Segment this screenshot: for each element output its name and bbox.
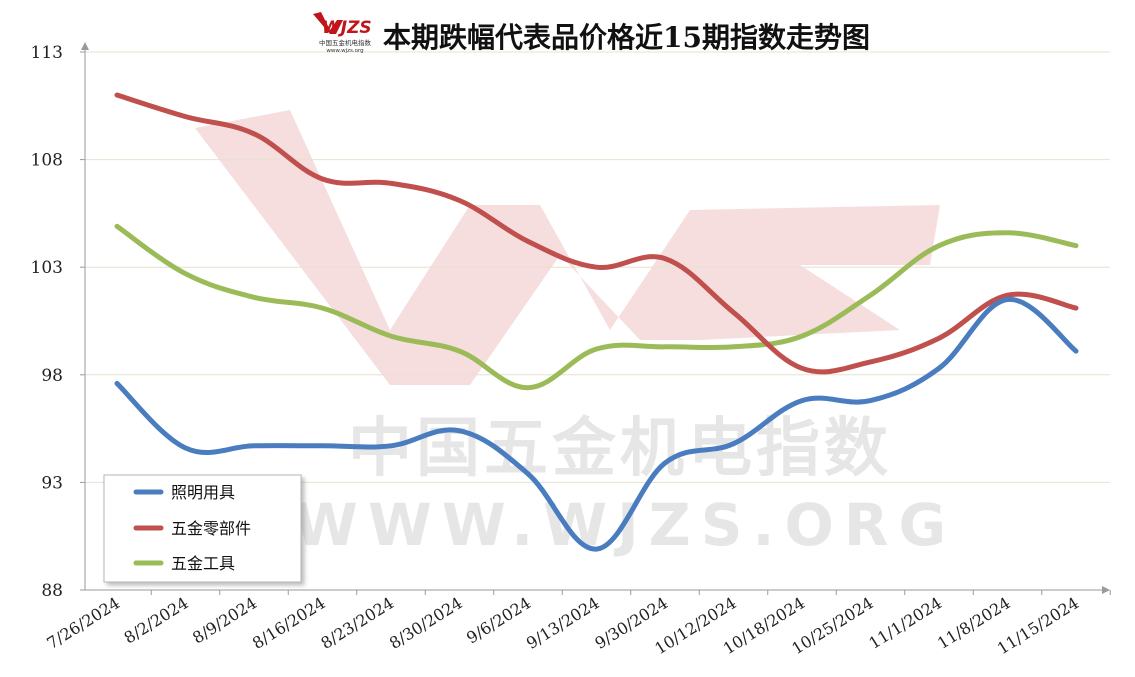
x-tick-label: 8/2/2024	[121, 593, 192, 647]
logo-subtext: 中国五金机电指数	[319, 38, 372, 47]
x-tick-label: 8/23/2024	[317, 593, 397, 653]
y-tick-label: 98	[41, 366, 63, 386]
y-tick-label: 93	[41, 473, 63, 493]
legend-label-series-3: 五金工具	[171, 554, 235, 573]
y-tick-label: 113	[31, 43, 63, 63]
watermark-url-text: WWW.WJZS.ORG	[294, 491, 956, 559]
logo-check-mark	[313, 12, 343, 34]
x-tick-label: 11/1/2024	[865, 593, 945, 653]
legend-label-series-1: 照明用具	[171, 483, 235, 502]
watermark-logo-shape	[195, 110, 940, 385]
wjzs-logo: WJZS 中国五金机电指数 www.wjzs.org	[313, 12, 372, 54]
x-tick-label: 8/30/2024	[386, 593, 466, 653]
logo-text: WJZS	[322, 18, 372, 38]
legend-label-series-2: 五金零部件	[171, 519, 251, 538]
y-tick-labels: 88 93 98 103 108 113	[31, 43, 85, 601]
x-tick-label: 7/26/2024	[43, 593, 123, 653]
y-tick-label: 108	[31, 151, 63, 171]
y-tick-label: 88	[41, 581, 63, 601]
axes	[81, 42, 1110, 594]
series-line-1	[114, 296, 1079, 552]
x-tick-label: 8/16/2024	[249, 593, 329, 653]
chart-title: 本期跌幅代表品价格近15期指数走势图	[383, 21, 870, 54]
legend: 照明用具 五金零部件 五金工具	[103, 474, 302, 583]
y-axis-arrow	[81, 42, 89, 50]
logo-url-text: www.wjzs.org	[326, 48, 363, 54]
x-axis-arrow	[1102, 586, 1110, 594]
watermark-cn-text: 中国五金机电指数	[348, 412, 892, 486]
series-line-3	[114, 223, 1079, 391]
y-tick-label: 103	[31, 258, 63, 278]
x-tick-labels: 7/26/20248/2/20248/9/20248/16/20248/23/2…	[43, 590, 1111, 658]
x-tick-label: 9/13/2024	[523, 593, 603, 653]
series-lines	[114, 92, 1079, 552]
chart-header: WJZS 中国五金机电指数 www.wjzs.org 本期跌幅代表品价格近15期…	[313, 12, 870, 54]
watermark: 中国五金机电指数 WWW.WJZS.ORG	[195, 110, 956, 559]
